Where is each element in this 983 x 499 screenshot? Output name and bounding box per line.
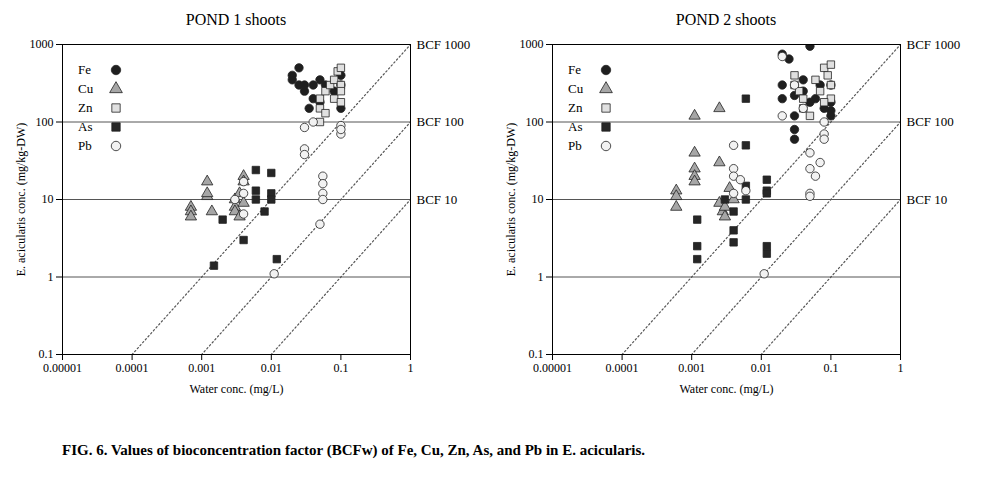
svg-text:As: As [568, 119, 582, 134]
svg-text:Pb: Pb [78, 138, 92, 153]
svg-text:0.01: 0.01 [261, 361, 282, 375]
svg-text:0.001: 0.001 [188, 361, 215, 375]
svg-text:E. acicularis conc. (mg/kg-DW): E. acicularis conc. (mg/kg-DW) [14, 123, 28, 277]
svg-text:Cu: Cu [568, 81, 584, 96]
svg-text:1000: 1000 [520, 37, 544, 51]
svg-text:As: As [78, 119, 92, 134]
svg-text:1: 1 [898, 361, 904, 375]
svg-text:BCF 100: BCF 100 [417, 114, 464, 129]
svg-text:0.1: 0.1 [529, 347, 544, 361]
svg-text:100: 100 [526, 115, 544, 129]
svg-text:Zn: Zn [78, 100, 93, 115]
svg-text:Pb: Pb [568, 138, 582, 153]
svg-text:Fe: Fe [568, 62, 581, 77]
svg-text:0.1: 0.1 [39, 347, 54, 361]
svg-text:1: 1 [48, 270, 54, 284]
svg-text:0.1: 0.1 [333, 361, 348, 375]
svg-text:Zn: Zn [568, 100, 583, 115]
svg-text:0.0001: 0.0001 [116, 361, 149, 375]
svg-text:10: 10 [532, 192, 544, 206]
html-text:POND 2 shoots: POND 2 shoots [675, 11, 777, 28]
svg-text:100: 100 [36, 115, 54, 129]
svg-text:Fe: Fe [78, 62, 91, 77]
html-text:FIG. 6. Values of bioconcentra: FIG. 6. Values of bioconcentration facto… [62, 442, 646, 458]
svg-text:0.01: 0.01 [751, 361, 772, 375]
svg-text:BCF 10: BCF 10 [417, 192, 458, 207]
svg-text:0.00001: 0.00001 [43, 361, 82, 375]
svg-text:1000: 1000 [30, 37, 54, 51]
svg-text:BCF 10: BCF 10 [907, 192, 948, 207]
svg-text:0.00001: 0.00001 [533, 361, 572, 375]
svg-text:1: 1 [538, 270, 544, 284]
svg-text:Cu: Cu [78, 81, 94, 96]
svg-text:10: 10 [42, 192, 54, 206]
svg-text:BCF 100: BCF 100 [907, 114, 954, 129]
html-text:POND 1 shoots: POND 1 shoots [185, 11, 287, 28]
svg-text:0.001: 0.001 [678, 361, 705, 375]
svg-text:E. acicularis conc. (mg/kg-DW): E. acicularis conc. (mg/kg-DW) [504, 123, 518, 277]
svg-text:0.1: 0.1 [823, 361, 838, 375]
svg-text:0.0001: 0.0001 [606, 361, 639, 375]
svg-text:Water conc. (mg/L): Water conc. (mg/L) [190, 382, 284, 396]
svg-text:BCF 1000: BCF 1000 [417, 37, 471, 52]
svg-text:1: 1 [408, 361, 414, 375]
svg-text:BCF 1000: BCF 1000 [907, 37, 961, 52]
svg-text:Water conc. (mg/L): Water conc. (mg/L) [680, 382, 774, 396]
